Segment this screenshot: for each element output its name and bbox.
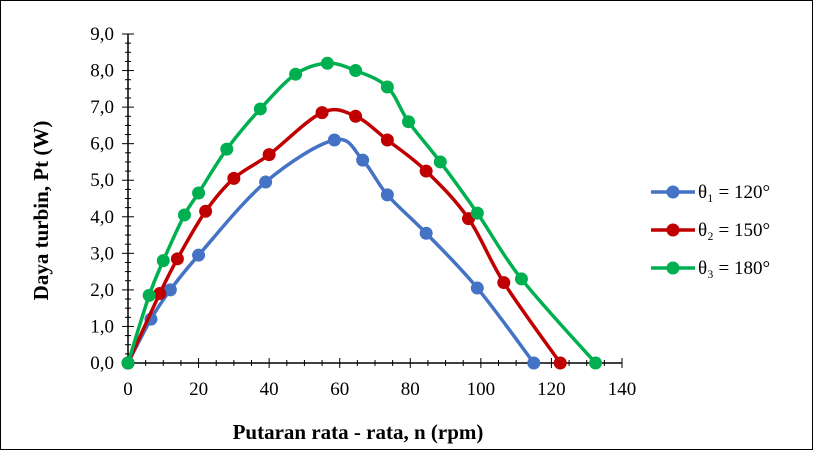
y-tick-label: 0,0 <box>90 353 114 374</box>
data-point <box>259 175 273 189</box>
x-axis-title: Putaran rata - rata, n (rpm) <box>233 420 484 444</box>
y-tick-label: 3,0 <box>90 243 114 264</box>
data-point <box>514 272 528 286</box>
data-point <box>177 208 191 222</box>
x-tick-label: 0 <box>123 379 133 400</box>
x-tick-label: 40 <box>260 379 279 400</box>
series-line <box>126 107 562 365</box>
data-point <box>227 171 241 185</box>
series-line <box>126 61 597 365</box>
data-point <box>349 64 363 78</box>
data-point <box>253 102 267 116</box>
legend-marker <box>666 185 680 199</box>
data-point <box>402 115 416 129</box>
data-point <box>380 133 394 147</box>
data-point <box>497 276 511 290</box>
data-point <box>470 281 484 295</box>
data-point <box>349 109 363 123</box>
data-point <box>142 288 156 302</box>
data-point <box>589 356 603 370</box>
y-tick-label: 1,0 <box>90 316 114 337</box>
data-point <box>553 356 567 370</box>
series-3 <box>121 56 603 370</box>
data-point <box>419 226 433 240</box>
data-point <box>356 153 370 167</box>
x-tick-label: 20 <box>189 379 208 400</box>
y-tick-label: 4,0 <box>90 207 114 228</box>
legend-label: θ₂ = 150° <box>698 220 770 241</box>
x-tick-label: 140 <box>608 379 637 400</box>
y-axis-title: Daya turbin, Pt (W) <box>29 121 53 301</box>
series-2 <box>121 106 567 370</box>
data-point <box>163 283 177 297</box>
x-tick-label: 80 <box>401 379 420 400</box>
data-point <box>433 155 447 169</box>
legend-entry-1: θ₁ = 120° <box>651 182 770 203</box>
legend-entry-3: θ₃ = 180° <box>651 258 770 279</box>
data-point <box>262 148 276 162</box>
data-point <box>121 356 135 370</box>
x-tick-label: 60 <box>330 379 349 400</box>
series-layer <box>121 56 603 370</box>
data-point <box>380 80 394 94</box>
y-tick-label: 6,0 <box>90 134 114 155</box>
data-point <box>327 133 341 147</box>
y-tick-label: 8,0 <box>90 61 114 82</box>
x-tick-label: 100 <box>467 379 496 400</box>
legend-marker <box>666 261 680 275</box>
data-point <box>315 106 329 120</box>
y-tick-label: 9,0 <box>90 24 114 45</box>
data-point <box>289 67 303 81</box>
data-point <box>199 204 213 218</box>
series-1 <box>121 133 541 370</box>
data-point <box>527 356 541 370</box>
axes: 0 20 40 60 80 100 120 140 0,0 1,0 2,0 3,0 4,0 5,0 6,0 7… <box>90 24 636 400</box>
legend-entry-2: θ₂ = 150° <box>651 220 770 241</box>
data-point <box>153 287 167 301</box>
y-tick-label: 5,0 <box>90 170 114 191</box>
legend-label: θ₁ = 120° <box>698 182 770 203</box>
data-point <box>470 206 484 220</box>
x-tick-label: 120 <box>537 379 566 400</box>
data-point <box>156 254 170 268</box>
data-point <box>320 56 334 70</box>
y-tick-label: 2,0 <box>90 280 114 301</box>
data-point <box>419 164 433 178</box>
legend-label: θ₃ = 180° <box>698 258 770 279</box>
series-line <box>126 137 536 365</box>
data-point <box>192 248 206 262</box>
data-point <box>192 186 206 200</box>
data-point <box>380 188 394 202</box>
y-tick-label: 7,0 <box>90 97 114 118</box>
legend: θ₁ = 120° θ₂ = 150° θ₃ = 180° <box>651 182 770 279</box>
data-point <box>220 142 234 156</box>
legend-marker <box>666 223 680 237</box>
data-point <box>170 252 184 266</box>
